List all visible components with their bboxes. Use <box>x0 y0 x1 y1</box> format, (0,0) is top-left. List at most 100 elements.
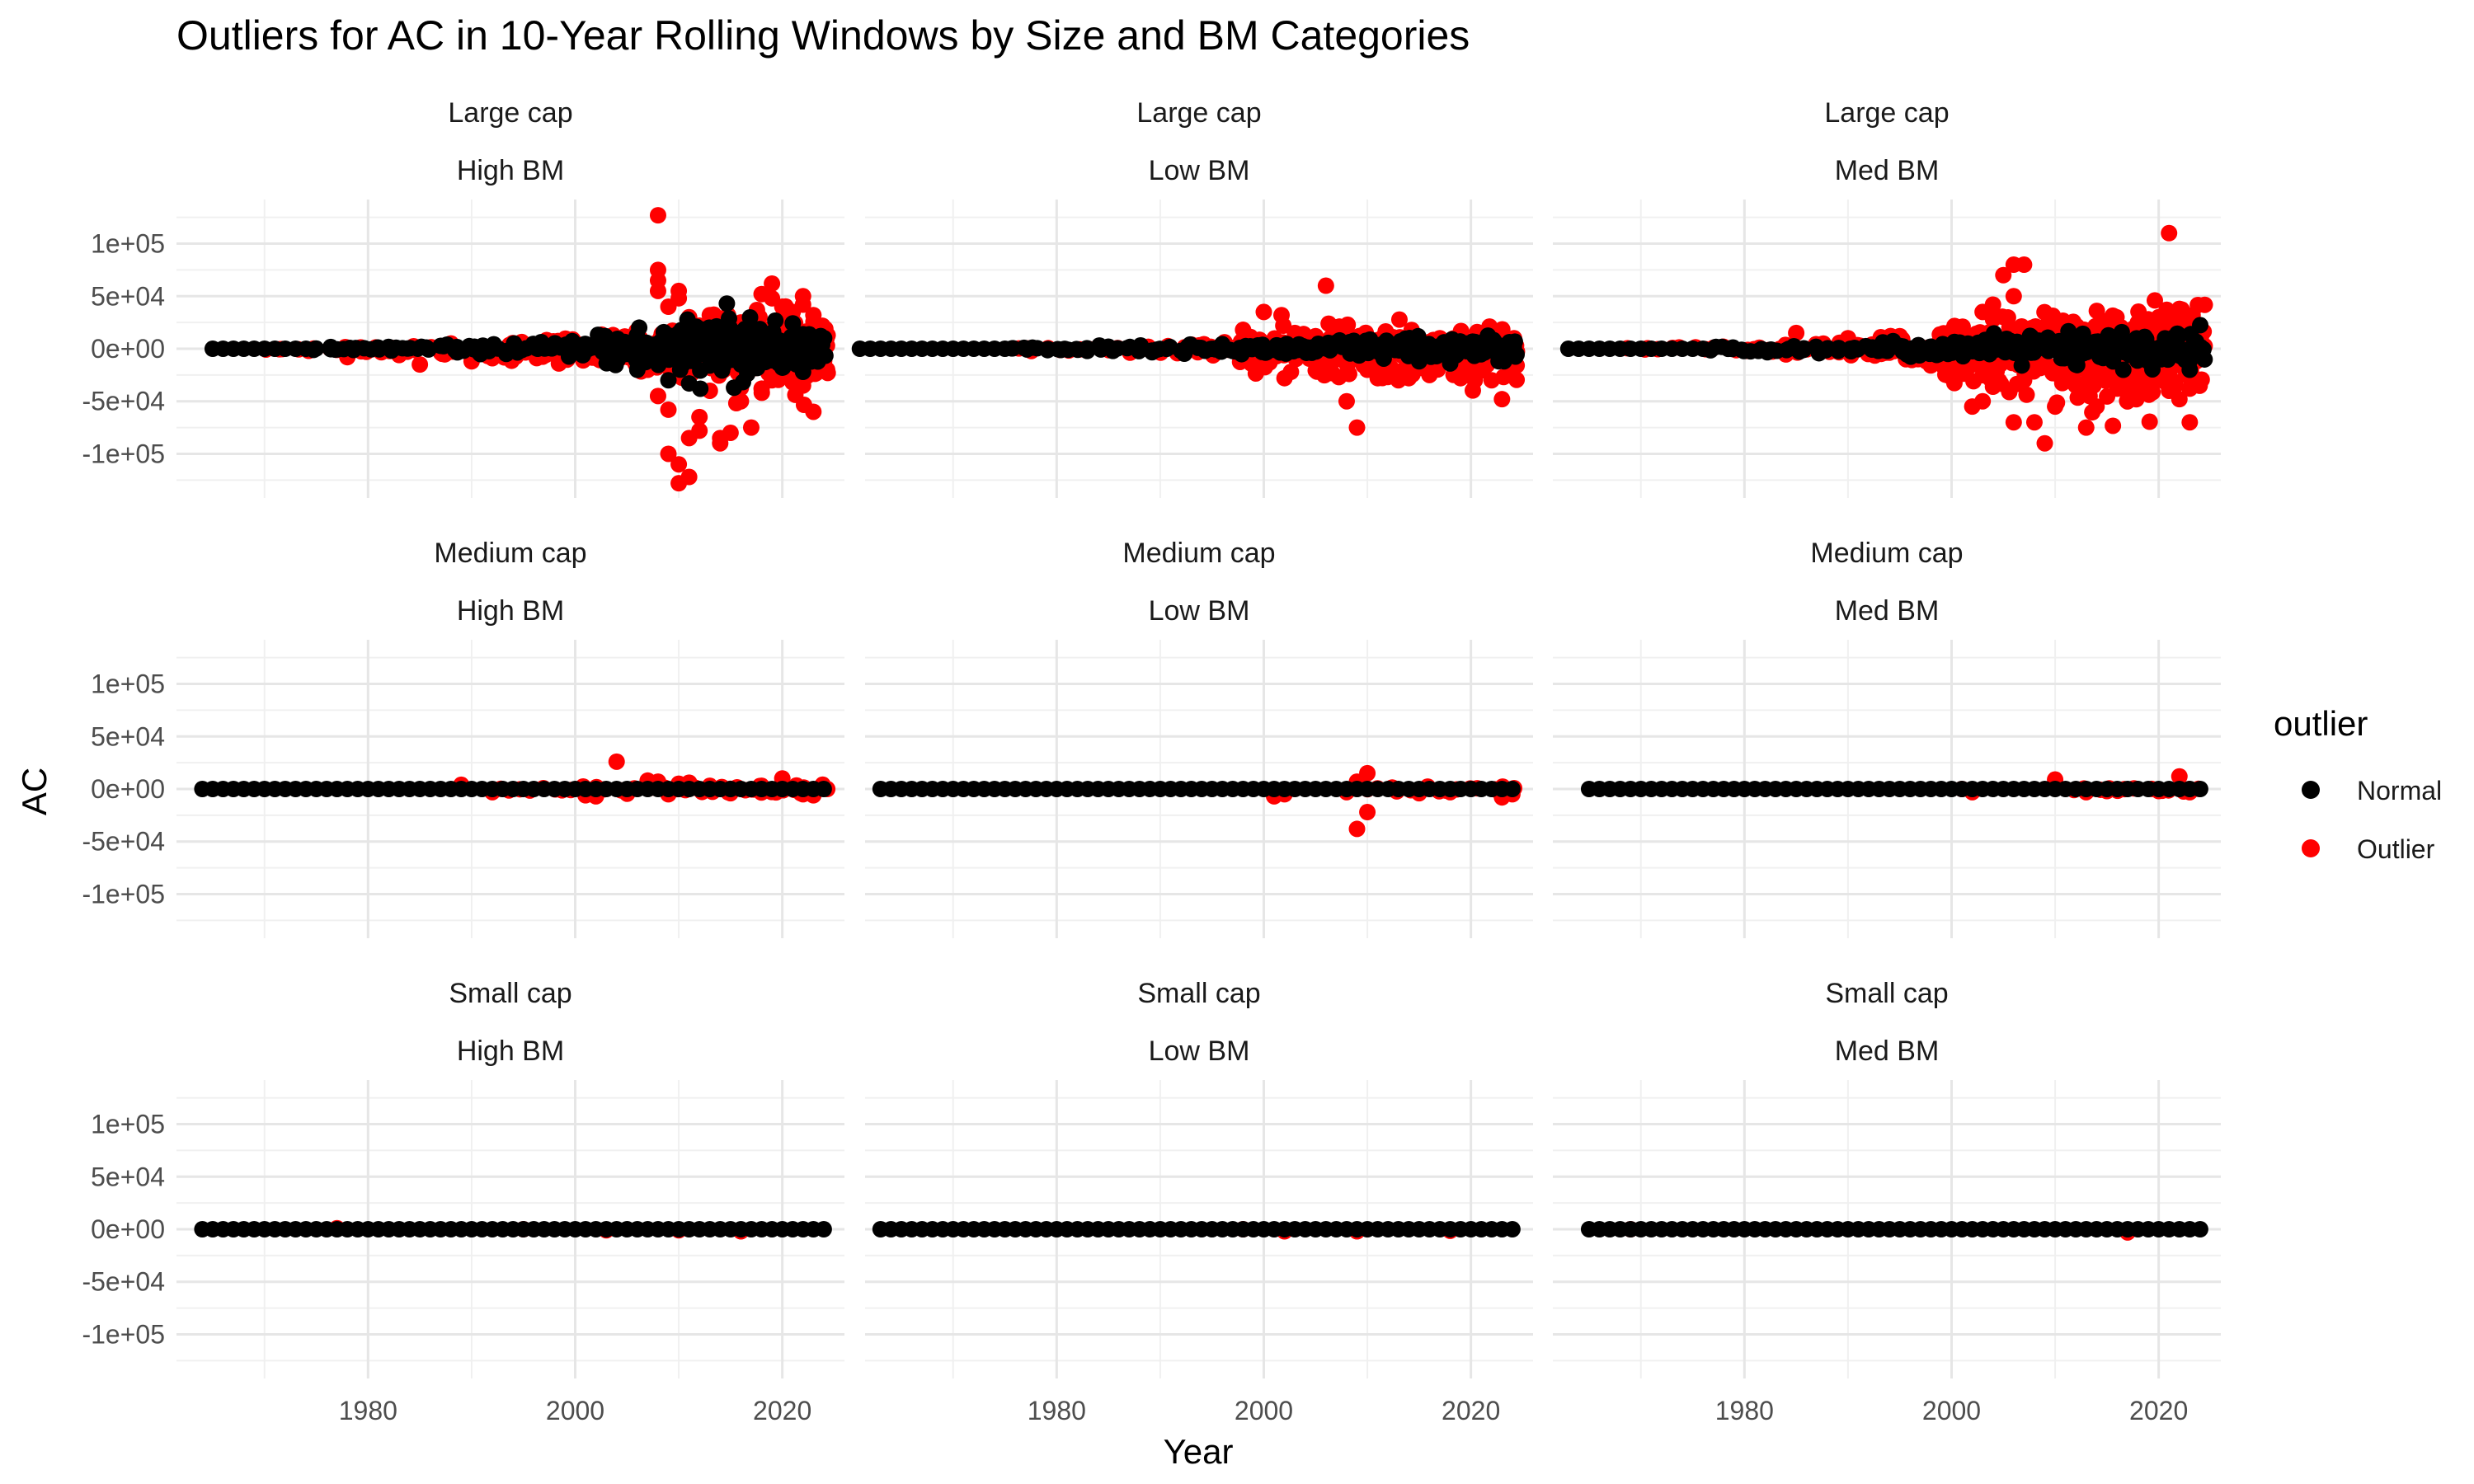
normal-point <box>2067 356 2085 373</box>
outlier-point <box>670 456 688 473</box>
normal-point <box>1442 355 1459 372</box>
normal-point <box>815 781 832 797</box>
outlier-point <box>2141 413 2158 430</box>
outlier-point <box>1338 392 1355 410</box>
y-tick-label: 5e+04 <box>91 1162 165 1191</box>
normal-point <box>2140 353 2157 370</box>
normal-point <box>448 338 465 355</box>
normal-point <box>815 345 832 363</box>
panel-large-cap-med-bm: Large cap Med BM <box>1553 97 2221 498</box>
panel-medium-cap-high-bm: Medium cap High BM 1e+05 5e+04 0e+00 -5e+04 -1… <box>82 538 844 938</box>
normal-point <box>1345 332 1362 350</box>
y-tick-label: 5e+04 <box>91 281 165 311</box>
strip-label-size: Large cap <box>448 97 572 129</box>
normal-point <box>628 361 646 378</box>
x-tick-label: 1980 <box>339 1396 397 1425</box>
strip-label-size: Large cap <box>1824 97 1949 129</box>
y-tick-label: -1e+05 <box>82 439 165 468</box>
outlier-point <box>1995 266 2012 284</box>
strip-label-bm: Low BM <box>1149 595 1250 627</box>
normal-point <box>1794 341 1812 359</box>
outlier-point <box>1493 391 1511 408</box>
normal-point <box>660 372 677 389</box>
outlier-point <box>2015 372 2033 389</box>
normal-point <box>355 340 373 357</box>
outlier-point <box>1508 371 1526 388</box>
outlier-point <box>794 377 811 394</box>
outlier-point <box>805 403 822 420</box>
outlier-point <box>2005 288 2022 305</box>
strip-label-size: Small cap <box>1825 978 1948 1009</box>
normal-point <box>718 295 736 312</box>
outlier-point <box>1235 322 1252 339</box>
y-tick-label: -5e+04 <box>82 1267 165 1297</box>
normal-point <box>1503 1221 1521 1237</box>
outlier-point <box>2140 386 2157 403</box>
normal-point <box>2114 361 2132 378</box>
strip-label-size: Large cap <box>1136 97 1261 129</box>
outlier-point <box>2161 382 2178 399</box>
points-large-cap-high-bm <box>204 207 836 492</box>
outlier-point <box>712 434 729 452</box>
normal-point <box>741 308 759 326</box>
normal-point <box>1479 327 1497 345</box>
normal-point <box>1410 353 1427 370</box>
panel-medium-cap-med-bm: Medium cap Med BM <box>1553 538 2221 938</box>
normal-point <box>680 375 698 392</box>
outlier-point <box>2047 398 2064 416</box>
points-large-cap-low-bm <box>851 277 1526 436</box>
normal-point <box>749 359 766 377</box>
outlier-point <box>1359 804 1376 821</box>
normal-point <box>2136 328 2153 345</box>
strip-label-bm: Low BM <box>1149 1036 1250 1067</box>
panel-large-cap-high-bm: Large cap High BM 1e+05 5e+04 0e+00 -5e+04 -1e… <box>82 97 844 498</box>
outlier-point <box>412 356 429 373</box>
normal-point <box>1253 343 1271 360</box>
legend-title: outlier <box>2274 704 2368 743</box>
strip-label-size: Medium cap <box>1122 538 1275 569</box>
normal-point <box>732 356 750 373</box>
normal-point <box>2191 781 2208 797</box>
chart-title: Outliers for AC in 10-Year Rolling Windo… <box>176 12 1470 59</box>
points-small-cap-high-bm <box>194 1219 832 1240</box>
outlier-point <box>2146 292 2163 309</box>
outlier-point <box>2015 256 2033 274</box>
outlier-point <box>649 387 666 405</box>
outlier-point <box>2005 414 2022 431</box>
outlier-point <box>660 445 677 463</box>
outlier-point <box>1348 419 1366 436</box>
outlier-point <box>1317 277 1334 294</box>
normal-point <box>1375 350 1392 367</box>
outlier-point <box>2109 380 2126 397</box>
outlier-point <box>680 468 698 486</box>
x-axis-label: Year <box>1164 1432 1234 1471</box>
x-tick-label: 2000 <box>1922 1396 1981 1425</box>
strip-label-bm: Med BM <box>1835 155 1940 186</box>
x-tick-label: 2020 <box>1442 1396 1500 1425</box>
normal-point <box>767 312 784 329</box>
outlier-point <box>805 307 822 324</box>
normal-point <box>1056 340 1074 358</box>
outlier-point <box>2105 417 2122 434</box>
normal-point <box>2013 357 2030 374</box>
normal-point <box>1024 339 1042 356</box>
x-tick-label: 2000 <box>546 1396 604 1425</box>
normal-point <box>708 317 725 335</box>
normal-point <box>2191 1221 2208 1237</box>
outlier-point <box>670 289 688 307</box>
y-tick-label: -5e+04 <box>82 827 165 857</box>
x-tick-label: 1980 <box>1715 1396 1774 1425</box>
panel-small-cap-low-bm: Small cap Low BM 1980 2000 2020 <box>865 978 1533 1425</box>
points-medium-cap-high-bm <box>194 753 836 805</box>
y-tick-label: 0e+00 <box>91 1214 165 1244</box>
outlier-point <box>732 392 750 410</box>
outlier-point <box>1326 319 1343 336</box>
outlier-point <box>1462 364 1479 381</box>
strip-label-size: Small cap <box>449 978 571 1009</box>
outlier-point <box>691 408 708 425</box>
y-axis-label: AC <box>15 768 54 815</box>
normal-point <box>616 333 633 350</box>
y-tick-label: 5e+04 <box>91 721 165 751</box>
outlier-point <box>742 419 760 436</box>
points-medium-cap-med-bm <box>1580 768 2208 801</box>
